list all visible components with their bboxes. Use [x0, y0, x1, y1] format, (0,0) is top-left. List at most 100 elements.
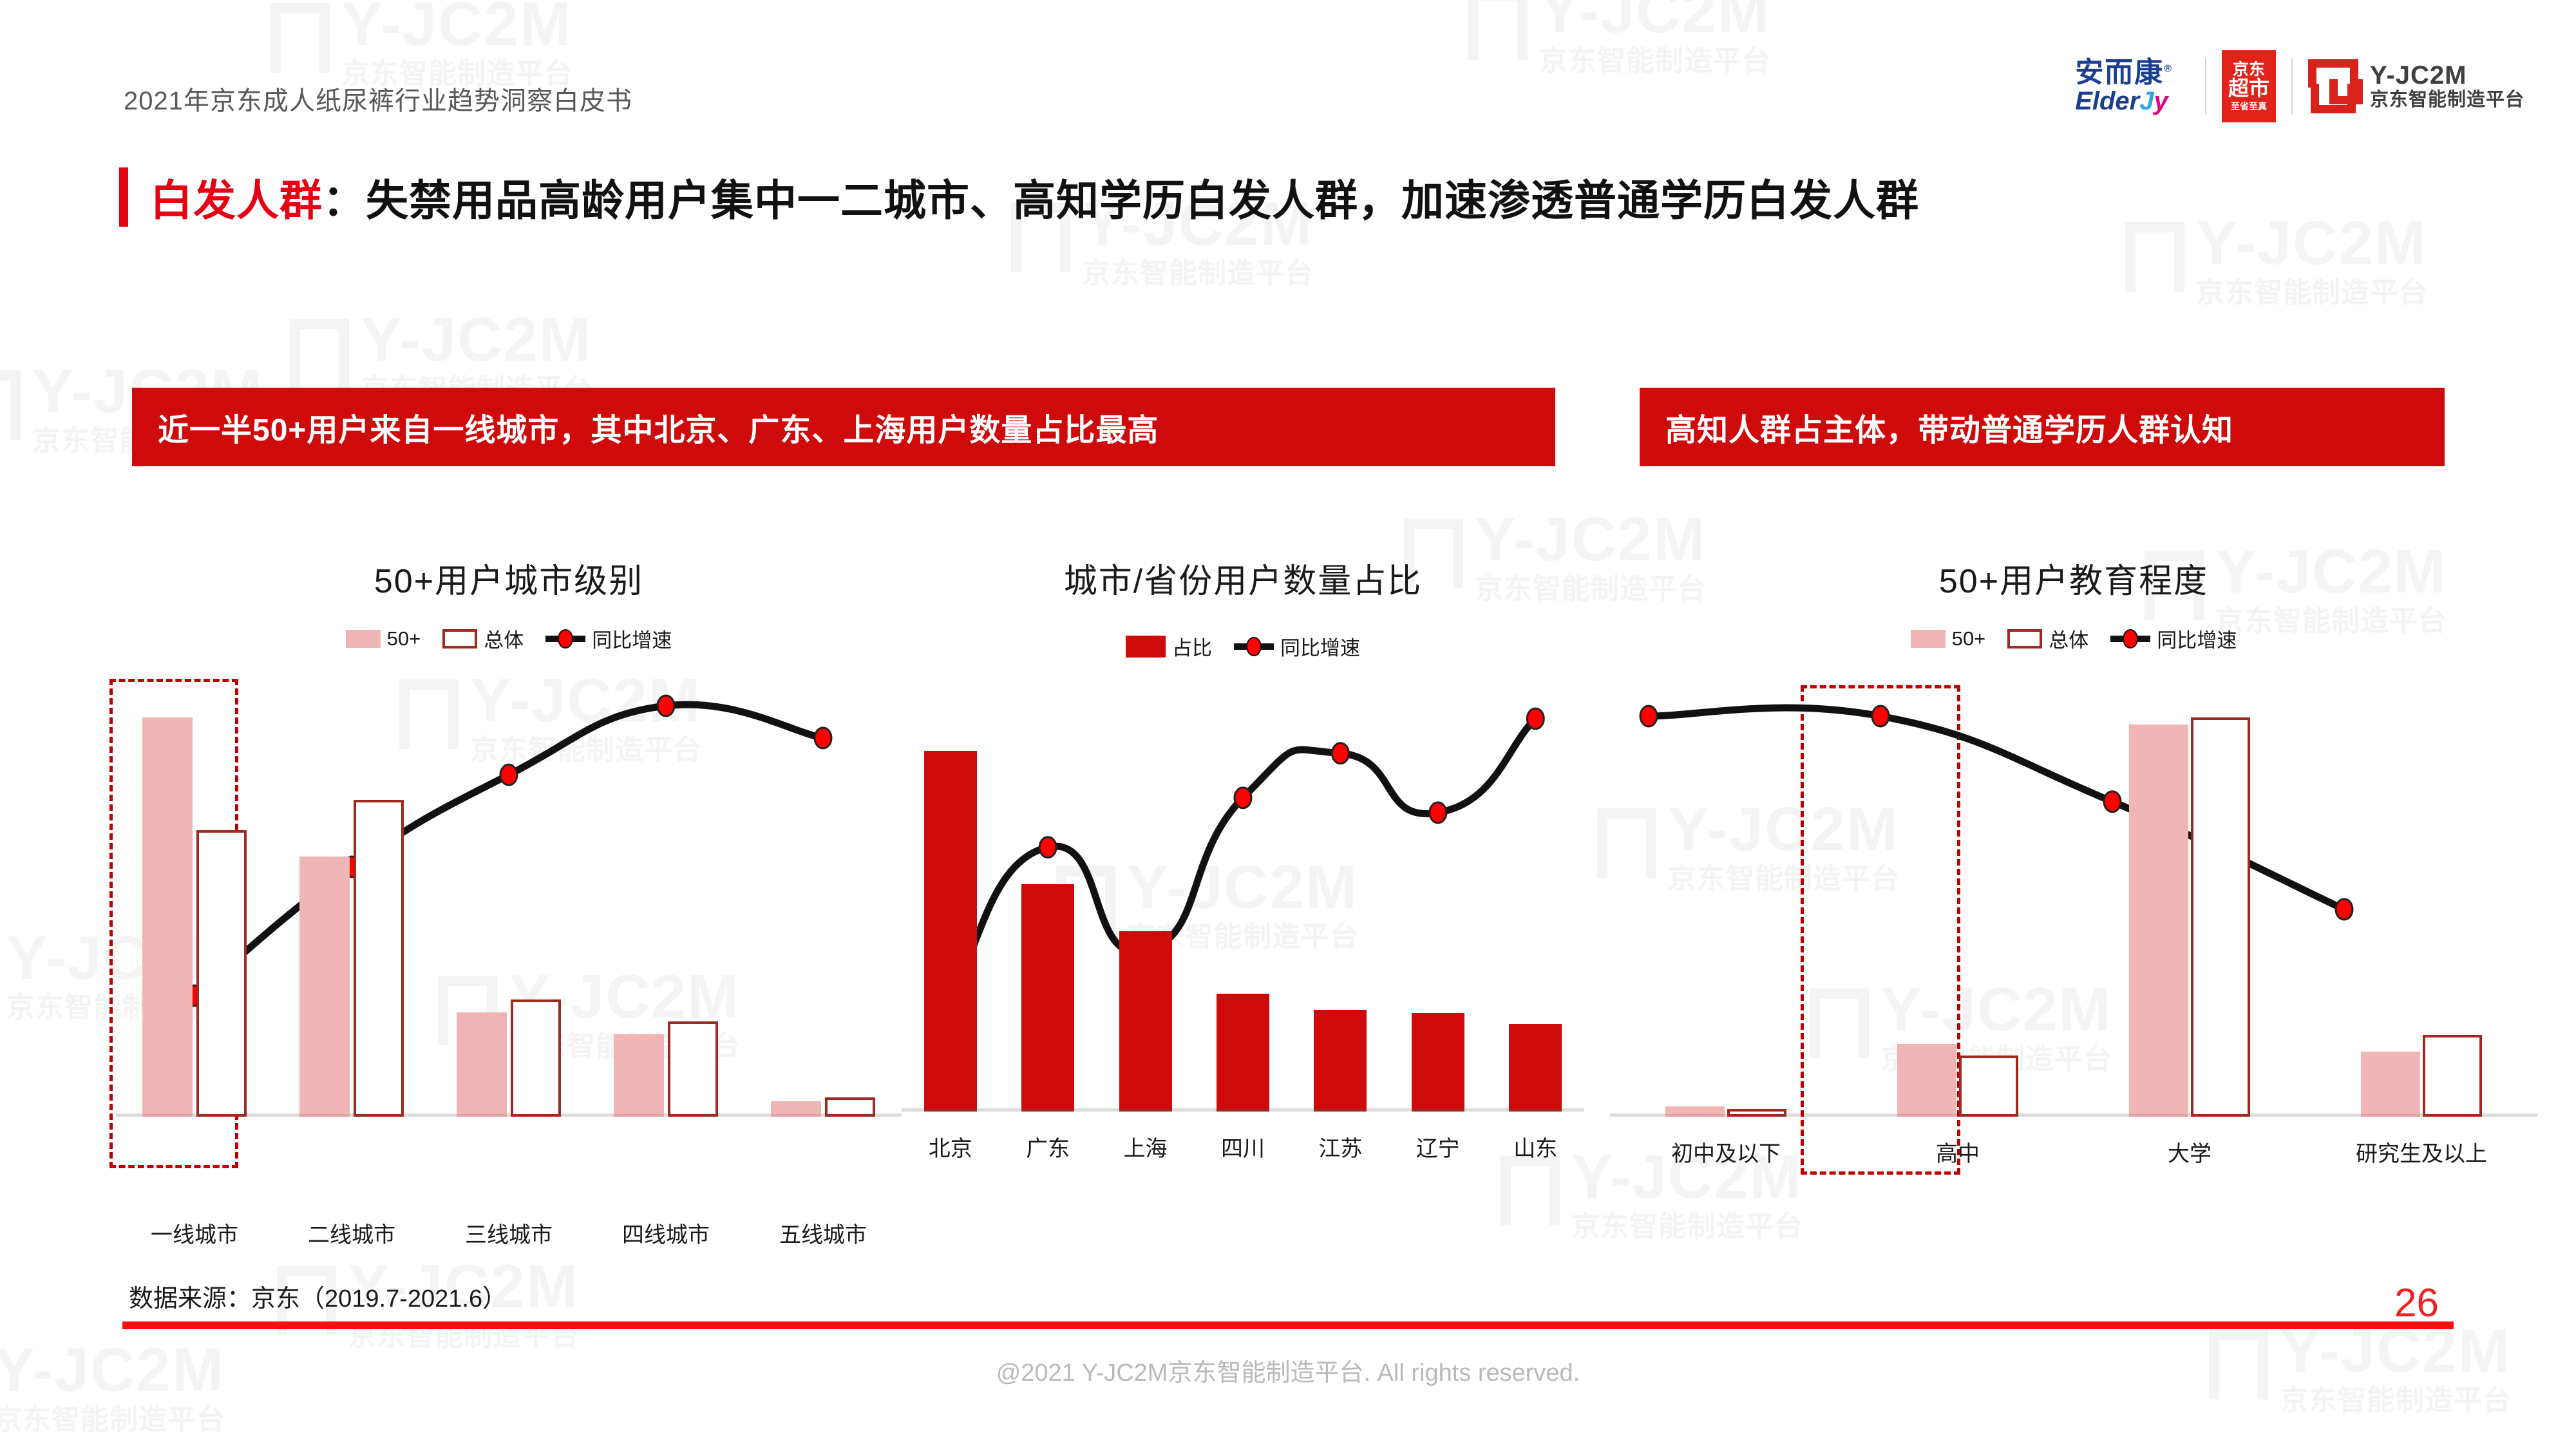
bar-总体-大学 — [2191, 717, 2250, 1117]
document-title: 2021年京东成人纸尿裤行业趋势洞察白皮书 — [124, 87, 632, 115]
bar-总体-高中 — [1959, 1055, 2018, 1117]
bar-占比-广东 — [1021, 884, 1075, 1112]
legend-label: 总体 — [484, 629, 524, 652]
x-axis-label: 广东 — [1026, 1137, 1070, 1161]
logo-bar: 安而康® ElderJy 京东 超市 至省至真 Y-JC2M 京东智能制造平台 — [2075, 50, 2524, 122]
chart-plot-area — [1610, 685, 2537, 1175]
data-point-大学 — [2103, 790, 2122, 813]
x-axis-label: 辽宁 — [1416, 1137, 1460, 1161]
elderjoy-cn-name: 安而康 — [2075, 56, 2164, 88]
legend-label: 占比 — [1172, 637, 1212, 659]
legend-item-50plus: 50+ — [345, 627, 421, 650]
bar-50+-高中 — [1897, 1044, 1956, 1117]
logo-divider — [2291, 58, 2293, 115]
watermark: Y-JC2M京东智能制造平台 — [270, 0, 573, 92]
legend-label: 同比增速 — [592, 629, 672, 652]
yjc2m-mark-icon — [2307, 59, 2360, 113]
x-axis-label: 五线城市 — [779, 1223, 867, 1247]
chart-title: 50+用户城市级别 — [374, 563, 644, 600]
x-axis-label: 江苏 — [1318, 1137, 1363, 1161]
watermark: Y-JC2M京东智能制造平台 — [2125, 213, 2428, 311]
data-point-四川 — [1233, 786, 1253, 810]
bar-50+-大学 — [2129, 724, 2188, 1117]
x-axis-label: 二线城市 — [308, 1223, 395, 1247]
bar-总体-四线城市 — [668, 1021, 718, 1117]
x-axis-labels: 北京 广东 上海 四川 江苏 辽宁 山东 — [902, 1112, 1584, 1162]
bar-50+-五线城市 — [771, 1101, 821, 1117]
slide-title: 白发人群：失禁用品高龄用户集中一二城市、高知学历白发人群，加速渗透普通学历白发人… — [119, 166, 1919, 228]
bar-50+-研究生及以上 — [2361, 1052, 2420, 1117]
x-axis-label: 三线城市 — [465, 1223, 553, 1247]
title-rest: ：失禁用品高龄用户集中一二城市、高知学历白发人群，加速渗透普通学历白发人群 — [323, 176, 1919, 224]
x-axis-label: 一线城市 — [151, 1223, 238, 1247]
data-point-辽宁 — [1428, 801, 1448, 824]
bar-占比-山东 — [1509, 1023, 1562, 1112]
logo-divider — [2204, 58, 2206, 115]
data-point-研究生及以上 — [2334, 898, 2354, 921]
bar-占比-江苏 — [1314, 1009, 1367, 1112]
bar-总体-研究生及以上 — [2423, 1034, 2482, 1117]
copyright-note: @2021 Y-JC2M京东智能制造平台. All rights reserve… — [996, 1359, 1580, 1387]
x-axis-label: 四线城市 — [622, 1223, 710, 1247]
bar-50+-三线城市 — [457, 1012, 507, 1117]
bar-总体-一线城市 — [196, 830, 247, 1117]
bar-总体-三线城市 — [511, 999, 561, 1117]
x-axis-labels: 初中及以下 高中 大学 研究生及以上 — [1610, 1117, 2537, 1168]
legend-swatch-line-icon — [1234, 643, 1274, 650]
x-axis-label: 研究生及以上 — [2356, 1142, 2487, 1166]
data-source-note: 数据来源：京东（2019.7-2021.6） — [129, 1285, 507, 1312]
data-point-五线城市 — [813, 726, 833, 750]
chart-plot-area — [109, 679, 902, 1168]
chart-city-province-share: 城市/省份用户数量占比 占比 同比增速 北京 广东 上海 四川 江苏 辽宁 山东 — [902, 554, 1584, 1161]
bar-占比-四川 — [1217, 994, 1269, 1112]
elderjoy-en-name: Elder — [2075, 87, 2140, 116]
data-point-江苏 — [1331, 742, 1350, 765]
bar-50+-四线城市 — [614, 1034, 664, 1117]
data-point-广东 — [1038, 836, 1057, 859]
watermark: Y-JC2M京东智能制造平台 — [1468, 0, 1771, 79]
legend-swatch-red-icon — [1126, 635, 1166, 658]
x-axis-label: 高中 — [1936, 1142, 1980, 1166]
legend-swatch-outline-icon — [2007, 629, 2043, 649]
legend-label: 50+ — [386, 627, 421, 650]
x-axis-line — [116, 1113, 902, 1117]
bar-总体-二线城市 — [354, 800, 404, 1117]
chart-legend: 50+ 总体 同比增速 — [116, 624, 902, 653]
elderjoy-j-glyph: J — [2139, 87, 2154, 116]
legend-swatch-line-icon — [545, 635, 586, 642]
x-axis-label: 北京 — [928, 1137, 972, 1161]
legend-item-yoy: 同比增速 — [2110, 624, 2237, 653]
data-point-四线城市 — [656, 694, 676, 717]
chart-legend: 占比 同比增速 — [902, 632, 1584, 661]
data-point-三线城市 — [499, 763, 518, 786]
legend-item-total: 总体 — [442, 624, 524, 653]
data-point-初中及以下 — [1639, 705, 1658, 728]
bar-50+-初中及以下 — [1665, 1106, 1725, 1117]
bar-占比-上海 — [1119, 931, 1172, 1112]
footer-rule — [122, 1321, 2454, 1329]
jd-sc-line1: 京东 — [2232, 61, 2265, 79]
legend-item-50plus: 50+ — [1910, 627, 1986, 650]
bar-总体-初中及以下 — [1727, 1109, 1786, 1117]
legend-item-total: 总体 — [2007, 624, 2088, 653]
legend-label: 50+ — [1951, 627, 1986, 650]
bar-50+-二线城市 — [299, 856, 350, 1117]
x-axis-line — [1610, 1113, 2537, 1117]
yjc2m-logo: Y-JC2M 京东智能制造平台 — [2307, 59, 2524, 113]
x-axis-label: 大学 — [2168, 1142, 2211, 1166]
yjc2m-name: Y-JC2M — [2369, 61, 2467, 90]
jd-supermarket-logo: 京东 超市 至省至真 — [2221, 50, 2276, 122]
x-axis-labels: 一线城市 二线城市 三线城市 四线城市 五线城市 — [116, 1198, 902, 1249]
chart-legend: 50+ 总体 同比增速 — [1610, 624, 2537, 653]
legend-swatch-outline-icon — [442, 629, 478, 649]
elderjoy-logo: 安而康® ElderJy — [2075, 56, 2190, 116]
legend-label: 同比增速 — [1280, 637, 1360, 659]
banner-right: 高知人群占主体，带动普通学历人群认知 — [1640, 388, 2445, 466]
legend-label: 同比增速 — [2157, 629, 2237, 652]
yjc2m-subtitle: 京东智能制造平台 — [2369, 90, 2524, 111]
legend-swatch-pink-icon — [1910, 629, 1946, 648]
bar-50+-一线城市 — [142, 717, 193, 1117]
legend-item-share: 占比 — [1126, 632, 1212, 661]
x-axis-label: 初中及以下 — [1671, 1142, 1781, 1166]
